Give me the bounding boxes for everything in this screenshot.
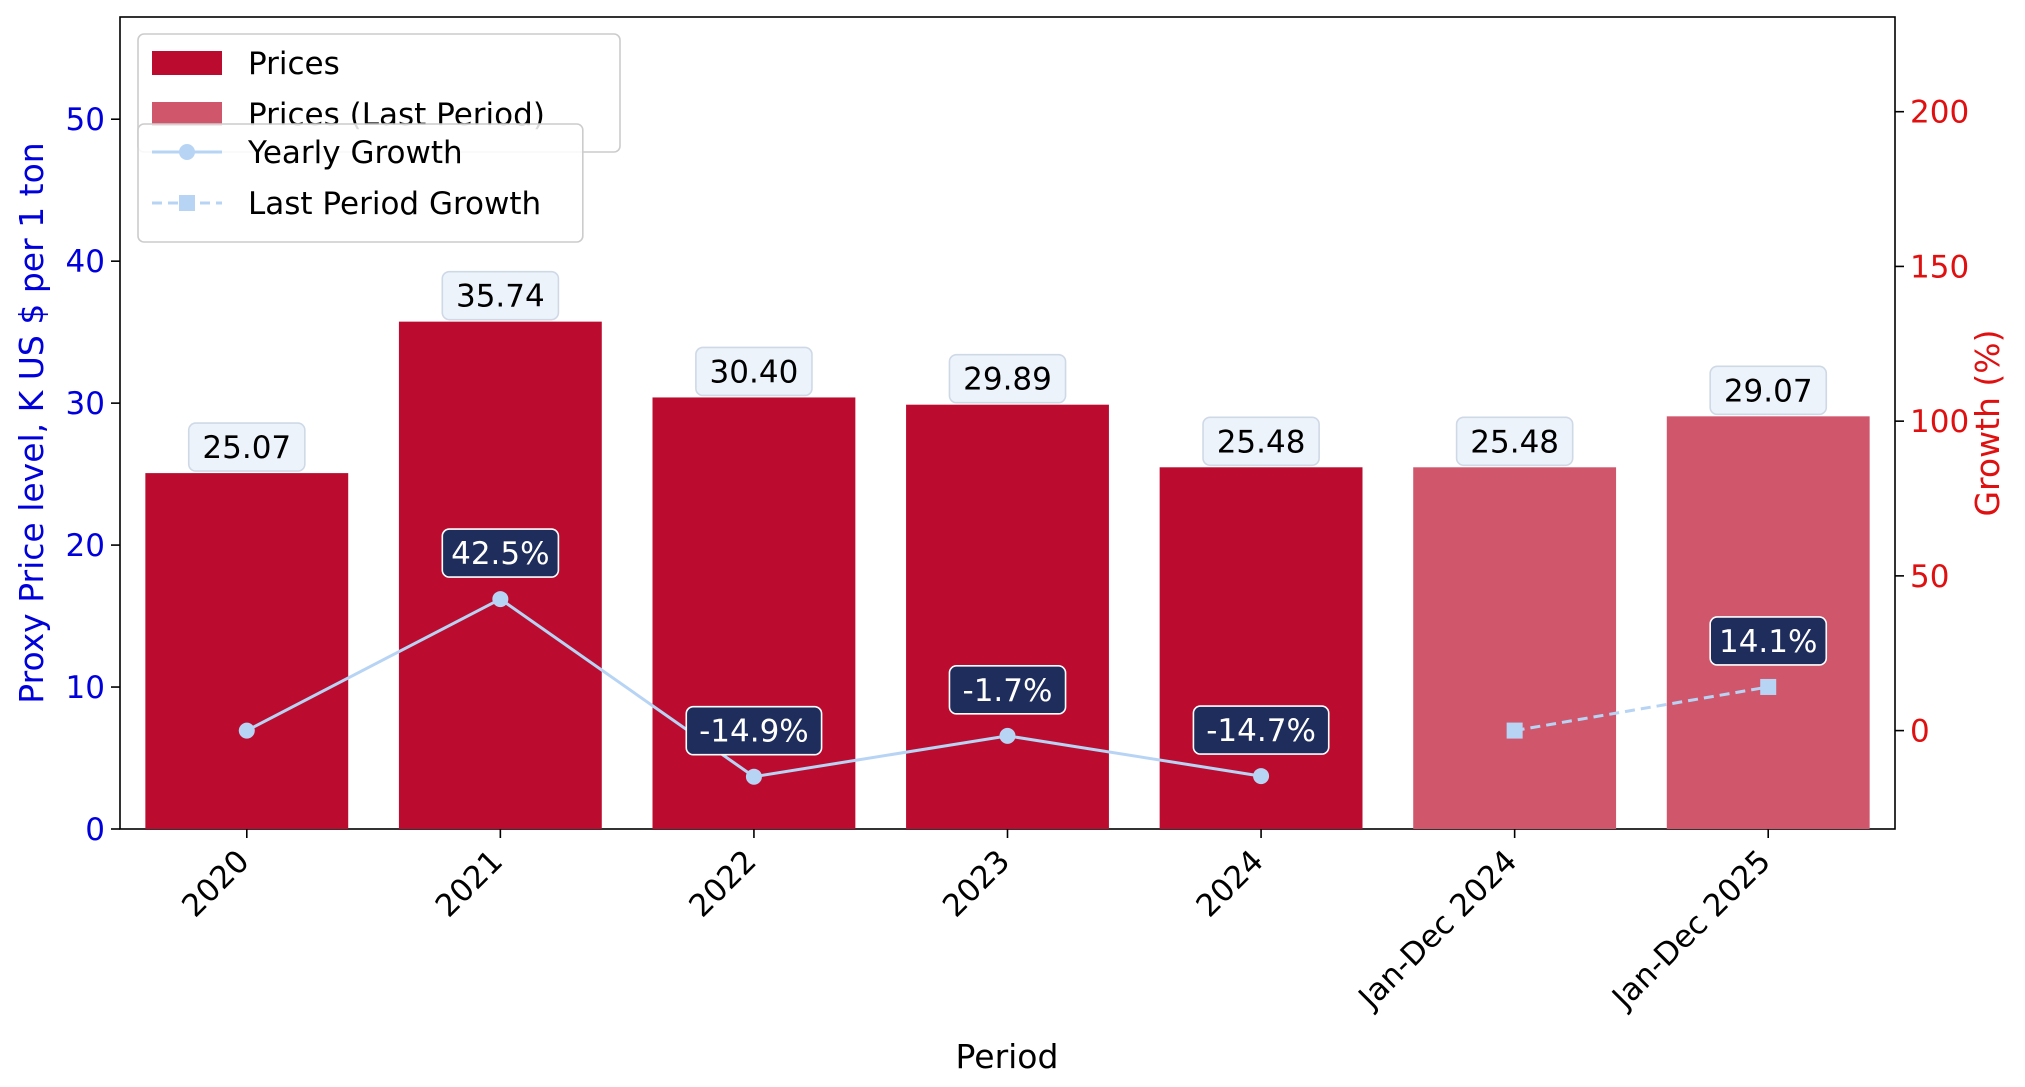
label-text: 30.40 [710, 354, 799, 390]
bar [652, 397, 856, 829]
label-text: 25.07 [202, 430, 291, 466]
bar [145, 473, 349, 829]
x-tick-label: 2022 [682, 843, 763, 924]
price-label: 29.89 [948, 353, 1067, 404]
legend-label: Last Period Growth [248, 186, 541, 222]
y2-tick-label: 0 [1910, 714, 1930, 750]
label-box [187, 422, 306, 472]
label-text: 35.74 [456, 279, 545, 315]
label-text: 14.1% [1719, 624, 1817, 660]
growth-label: 14.1% [1709, 616, 1828, 666]
price-label: 25.48 [1202, 416, 1320, 467]
label-text: 25.48 [1217, 424, 1306, 460]
y-tick-label: 20 [66, 528, 105, 564]
bar [1413, 467, 1617, 829]
label-box [948, 665, 1067, 715]
growth-label: -1.7% [948, 665, 1067, 715]
legend-marker [179, 195, 195, 211]
price-label: 25.48 [1455, 416, 1574, 467]
label-box [695, 346, 813, 397]
growth-point [238, 722, 255, 739]
x-tick-label: Jan-Dec 2025 [1604, 843, 1778, 1017]
legend-label: Yearly Growth [247, 135, 463, 171]
data-labels-layer: 25.07 35.74 30.40 29.89 25.48 25.48 29.07 42.5%… [187, 270, 1828, 756]
y2-tick-label: 150 [1910, 249, 1969, 285]
x-tick-label: 2024 [1189, 843, 1270, 924]
left-axis: 0 10 20 30 40 50 [66, 102, 120, 848]
label-box [441, 270, 560, 321]
price-label: 29.07 [1709, 365, 1828, 416]
legend-frame [137, 123, 584, 243]
x-tick-label: 2023 [936, 843, 1017, 924]
label-box [685, 705, 823, 756]
label-box [1202, 416, 1320, 467]
label-box [1192, 705, 1330, 755]
growth-point [745, 768, 762, 785]
x-tick-label: 2021 [429, 843, 510, 924]
label-box [1455, 416, 1574, 467]
label-box [948, 353, 1067, 404]
label-text: 29.07 [1724, 373, 1813, 409]
y2-axis-label: Growth (%) [1968, 329, 2007, 516]
x-axis-label: Period [956, 1037, 1059, 1076]
growth-point [1760, 678, 1777, 695]
bar [906, 404, 1109, 829]
y2-tick-label: 200 [1910, 95, 1969, 131]
price-label: 30.40 [695, 346, 813, 397]
y-axis-label: Proxy Price level, K US $ per 1 ton [12, 142, 51, 703]
label-text: 25.48 [1470, 424, 1559, 460]
growth-label: -14.9% [685, 705, 823, 756]
growth-point [1506, 722, 1523, 739]
label-box [1709, 616, 1828, 666]
label-box [441, 528, 560, 578]
price-label: 25.07 [187, 422, 306, 472]
growth-point [999, 727, 1016, 744]
right-axis: 0 50 100 150 200 [1895, 95, 1969, 750]
legend-marker [179, 144, 195, 160]
y2-tick-label: 50 [1910, 559, 1949, 595]
y-tick-label: 30 [66, 386, 105, 422]
growth-point [492, 591, 509, 608]
last-period-growth-line [1514, 685, 1769, 733]
y-tick-label: 10 [66, 670, 105, 706]
growth-point [1253, 768, 1270, 785]
y-tick-label: 40 [66, 244, 105, 280]
label-box [1709, 365, 1828, 416]
y-tick-label: 50 [66, 102, 105, 138]
label-text: -14.9% [699, 714, 809, 750]
label-text: 29.89 [963, 362, 1052, 398]
legend-swatch [152, 102, 222, 126]
price-label: 35.74 [441, 270, 560, 321]
x-tick-label: 2020 [175, 843, 256, 924]
growth-label: -14.7% [1192, 705, 1330, 755]
label-text: -1.7% [963, 673, 1053, 709]
legend-swatch [152, 51, 222, 75]
growth-label: 42.5% [441, 528, 560, 578]
legend-lines: Yearly Growth Last Period Growth [137, 123, 584, 243]
y-tick-label: 0 [85, 812, 105, 848]
x-axis: 2020 2021 2022 2023 2024 Jan-Dec 2024 Jan-Dec … [175, 829, 1778, 1017]
lines-layer [238, 591, 1777, 785]
legend-label: Prices [248, 46, 340, 82]
label-text: -14.7% [1206, 713, 1316, 749]
label-text: 42.5% [451, 536, 549, 572]
x-tick-label: Jan-Dec 2024 [1351, 843, 1525, 1017]
bars-layer [145, 321, 1870, 829]
y2-tick-label: 100 [1910, 404, 1969, 440]
